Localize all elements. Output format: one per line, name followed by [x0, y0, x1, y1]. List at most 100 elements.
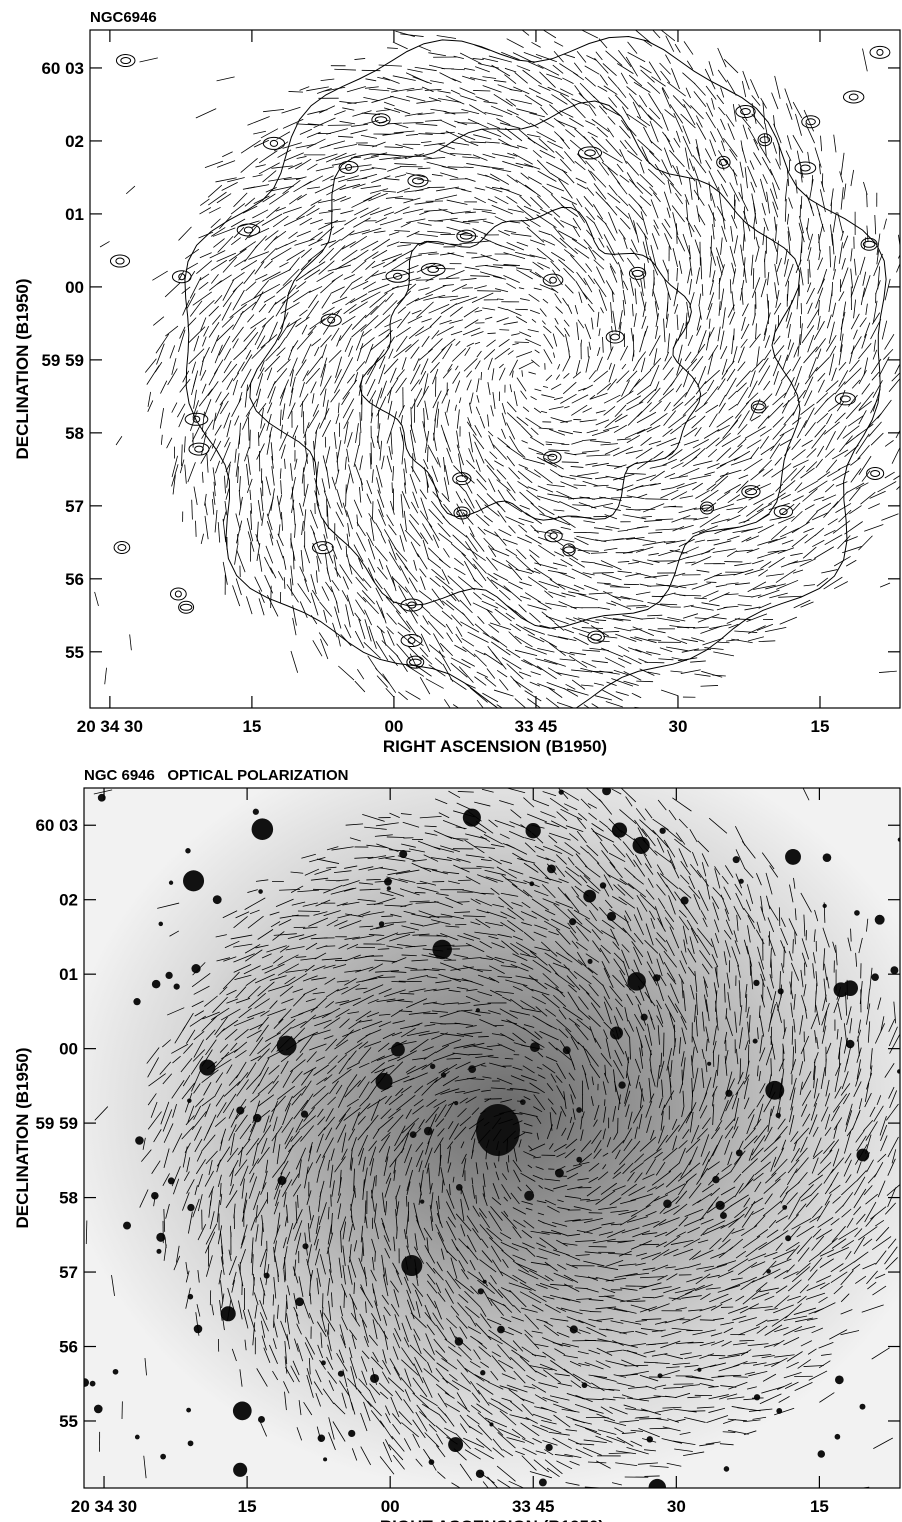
polarization-vector — [421, 634, 429, 652]
polarization-vector — [535, 659, 557, 665]
polarization-vector — [353, 218, 370, 228]
polarization-vector — [379, 559, 383, 569]
polarization-vector — [696, 392, 706, 399]
polarization-vector — [516, 549, 526, 559]
polarization-vector — [345, 298, 355, 305]
polarization-vector — [511, 334, 519, 336]
polarization-vector — [773, 345, 784, 358]
polarization-vector — [330, 176, 344, 180]
polarization-vector — [754, 213, 756, 228]
polarization-vector — [432, 174, 443, 176]
polarization-vector — [487, 340, 496, 347]
polarization-vector — [538, 545, 555, 556]
polarization-vector — [269, 191, 288, 204]
polarization-vector — [849, 506, 861, 514]
polarization-vector — [704, 573, 722, 580]
polarization-vector — [582, 650, 600, 651]
polarization-vector — [422, 336, 429, 347]
polarization-vector — [165, 326, 178, 336]
polarization-vector — [757, 539, 777, 545]
polarization-vector — [291, 651, 298, 673]
polarization-vector — [470, 393, 473, 405]
contour — [548, 454, 557, 460]
polarization-vector — [189, 327, 205, 343]
polarization-vector — [152, 271, 167, 280]
polarization-vector — [736, 371, 750, 387]
polarization-vector — [599, 238, 604, 247]
polarization-vector — [546, 698, 563, 711]
polarization-vector — [717, 128, 724, 142]
polarization-vector — [251, 503, 252, 514]
polarization-vector — [224, 413, 230, 429]
polarization-vector — [520, 505, 530, 509]
polarization-vector — [384, 359, 398, 374]
polarization-vector — [816, 357, 830, 371]
polarization-vector — [322, 344, 327, 358]
polarization-vector — [372, 239, 389, 251]
polarization-vector — [482, 594, 495, 601]
polarization-vector — [775, 76, 781, 99]
polarization-vector — [850, 345, 854, 363]
polarization-vector — [476, 407, 480, 415]
polarization-vector — [300, 382, 305, 397]
polarization-vector — [872, 372, 879, 380]
polarization-vector — [485, 505, 500, 517]
polarization-vector — [393, 466, 394, 481]
polarization-vector — [476, 470, 486, 482]
polarization-vector — [795, 114, 801, 136]
y-tick-label: 58 — [65, 424, 84, 443]
polarization-vector — [711, 193, 715, 207]
polarization-vector — [851, 468, 861, 482]
polarization-vector — [650, 27, 660, 38]
polarization-vector — [588, 347, 589, 358]
contour — [780, 509, 787, 515]
star — [213, 895, 222, 904]
polarization-vector — [597, 216, 606, 225]
polarization-vector — [543, 326, 551, 333]
polarization-vector — [625, 574, 640, 577]
polarization-vector — [773, 142, 777, 153]
polarization-vector — [668, 333, 670, 352]
polarization-vector — [664, 148, 671, 168]
polarization-vector — [491, 642, 510, 655]
polarization-vector — [719, 403, 726, 414]
polarization-vector — [443, 457, 445, 472]
polarization-vector — [210, 251, 225, 259]
polarization-vector — [675, 193, 682, 204]
polarization-vector — [361, 241, 378, 250]
star — [90, 1381, 96, 1387]
polarization-vector — [376, 110, 390, 112]
polarization-vector — [787, 135, 791, 149]
polarization-vector — [543, 299, 548, 303]
polarization-vector — [706, 332, 710, 351]
polarization-vector — [637, 494, 647, 498]
polarization-vector — [571, 517, 592, 518]
polarization-vector — [362, 590, 375, 604]
polarization-vector — [319, 248, 334, 263]
star — [724, 1466, 730, 1472]
polarization-vector — [716, 433, 731, 446]
polarization-vector — [419, 371, 426, 384]
polarization-vector — [802, 440, 813, 446]
polarization-vector — [542, 186, 553, 194]
polarization-vector — [577, 198, 583, 207]
polarization-vector — [258, 403, 266, 413]
polarization-vector — [376, 601, 383, 618]
polarization-vector — [411, 425, 416, 443]
polarization-vector — [551, 235, 567, 248]
polarization-vector — [209, 369, 218, 385]
polarization-vector — [701, 548, 714, 554]
polarization-vector — [549, 643, 565, 656]
polarization-vector — [709, 414, 717, 428]
polarization-vector — [627, 86, 637, 94]
polarization-vector — [482, 693, 498, 702]
polarization-vector — [262, 316, 274, 328]
polarization-vector — [617, 439, 631, 440]
polarization-vector — [675, 44, 680, 52]
polarization-vector — [815, 528, 824, 536]
polarization-vector — [752, 193, 756, 211]
polarization-vector — [448, 253, 464, 257]
polarization-vector — [577, 184, 587, 189]
polarization-vector — [498, 438, 510, 448]
polarization-vector — [606, 280, 614, 294]
